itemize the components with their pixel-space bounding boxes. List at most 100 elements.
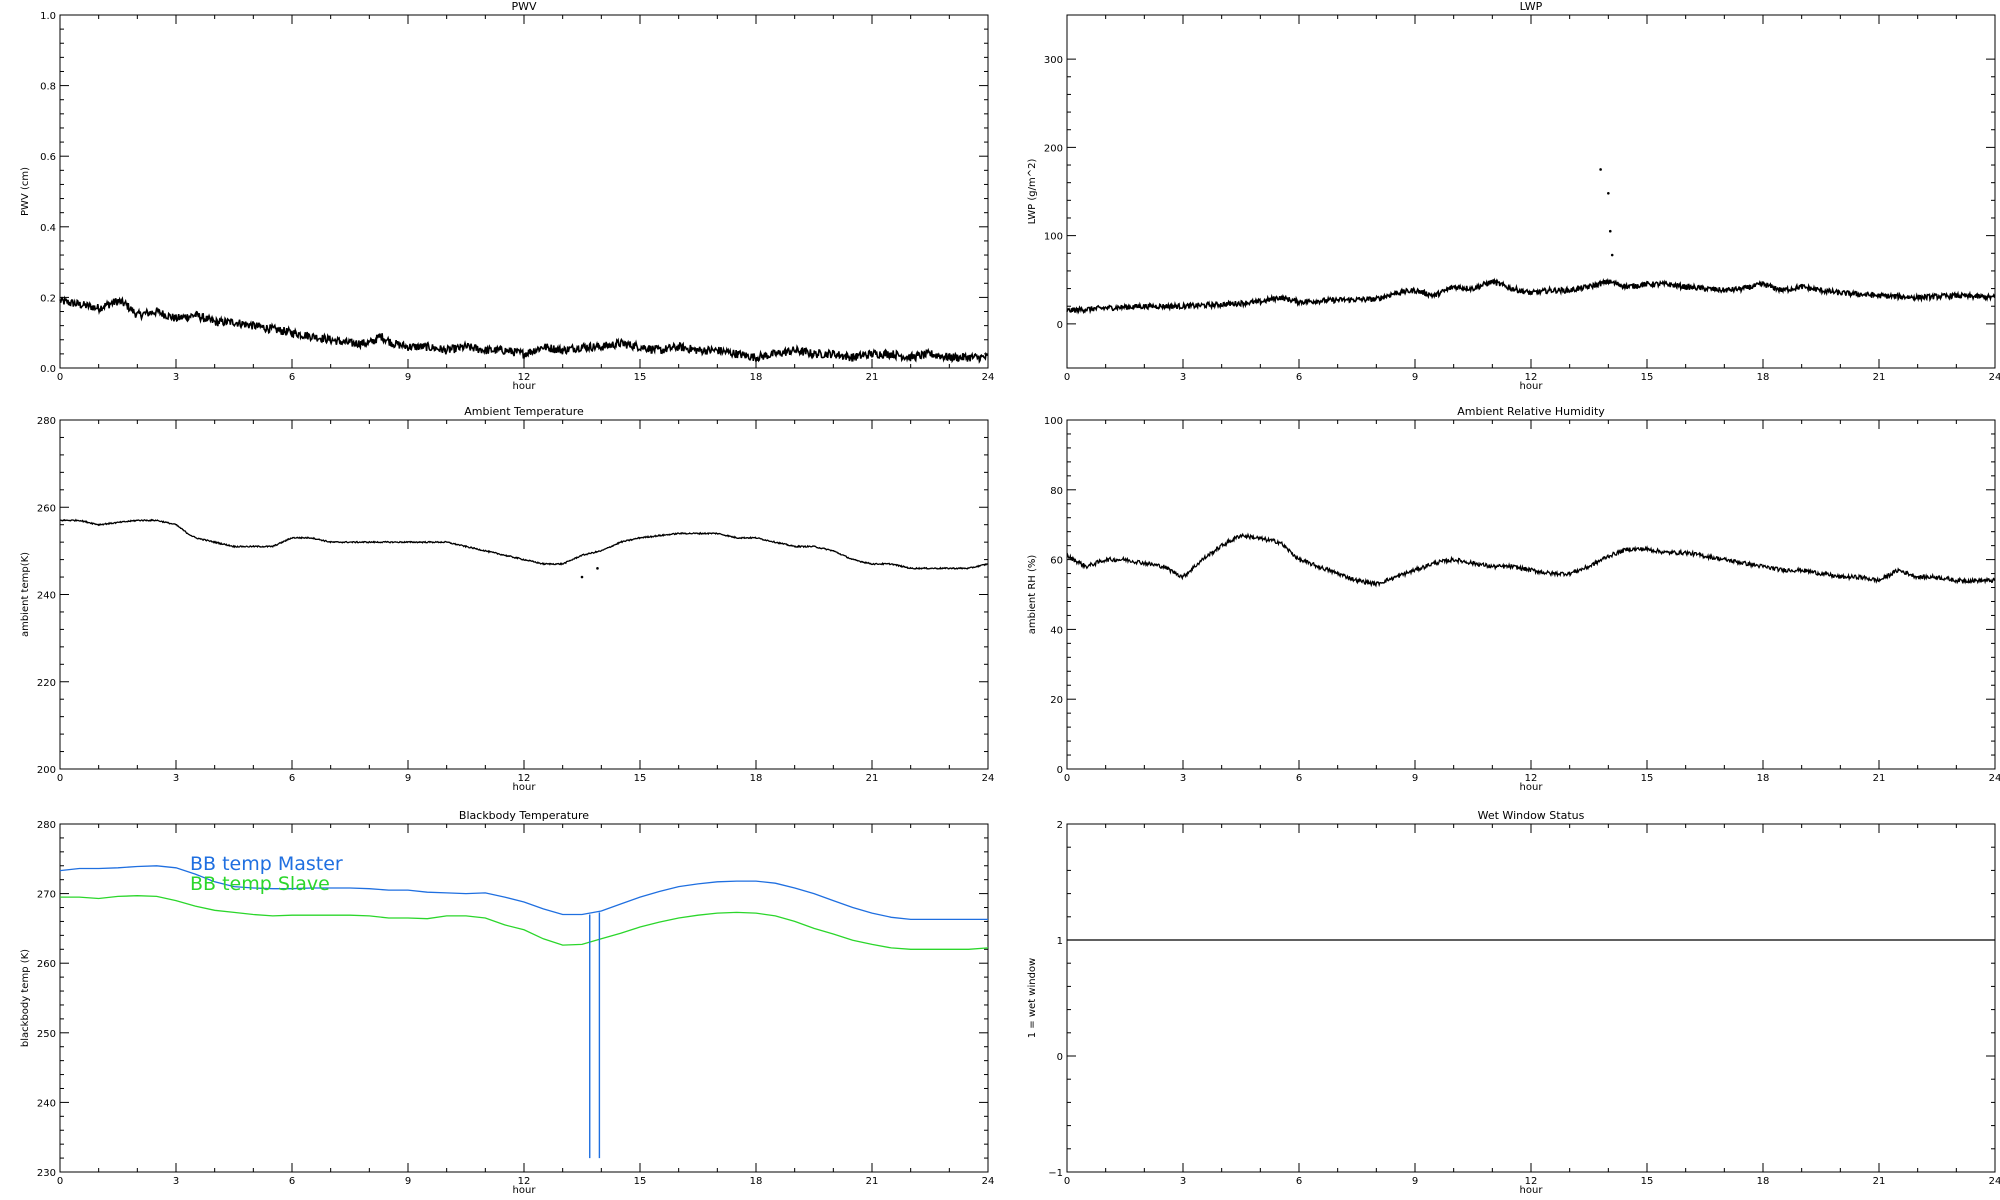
y-tick-label: 60: [1050, 556, 1063, 567]
x-tick-label: 12: [518, 773, 531, 784]
y-tick-label: 270: [37, 890, 56, 901]
x-tick-label: 15: [1641, 372, 1654, 383]
y-tick-label: 1: [1057, 936, 1063, 947]
outlier-point: [580, 575, 584, 579]
y-tick-label: 0.0: [40, 364, 56, 375]
y-tick-label: −1: [1048, 1168, 1063, 1179]
outlier-point: [1608, 229, 1612, 233]
y-tick-label: 20: [1050, 695, 1063, 706]
x-tick-label: 21: [866, 1176, 879, 1187]
x-tick-label: 0: [57, 1176, 63, 1187]
x-tick-label: 21: [1873, 773, 1886, 784]
y-axis-label: ambient RH (%): [1027, 555, 1038, 635]
chart-panel-2: LWP 0 3 6 9 12 15 18 21 24 hour 0 100 200 300 LWP (g/m^…: [1027, 0, 2000, 392]
y-tick-label: 240: [37, 591, 56, 602]
x-tick-label: 18: [1757, 1176, 1770, 1187]
x-tick-label: 0: [1064, 773, 1070, 784]
y-tick-label: 300: [1044, 55, 1063, 66]
x-axis-label: hour: [1520, 381, 1544, 392]
x-tick-label: 15: [1641, 1176, 1654, 1187]
x-tick-label: 9: [405, 1176, 411, 1187]
x-tick-label: 3: [173, 372, 179, 383]
x-tick-label: 15: [634, 372, 647, 383]
chart-panel-1: PWV 0 3 6 9 12 15 18 21 24 hour 0.0 0.2 0.4 0.6 0.8 1.0 P…: [20, 0, 994, 392]
y-tick-label: 260: [37, 959, 56, 970]
y-axis-label: PWV (cm): [20, 167, 31, 216]
series-line-1: [1066, 277, 1996, 315]
x-axis-label: hour: [1520, 782, 1544, 793]
x-tick-label: 3: [173, 1176, 179, 1187]
x-tick-label: 24: [1989, 372, 2000, 383]
legend-entry: BB temp Slave: [190, 873, 330, 895]
y-tick-label: 260: [37, 503, 56, 514]
x-tick-label: 18: [1757, 372, 1770, 383]
x-tick-label: 18: [750, 773, 763, 784]
y-axis-label: ambient temp(K): [20, 552, 31, 637]
x-axis-label: hour: [513, 1185, 537, 1196]
series-line-bb-temp-master: [59, 865, 988, 921]
x-tick-label: 24: [982, 1176, 995, 1187]
x-tick-label: 24: [1989, 773, 2000, 784]
x-tick-label: 21: [866, 773, 879, 784]
x-axis-label: hour: [513, 782, 537, 793]
series-line-1: [1066, 532, 1996, 588]
x-tick-label: 0: [57, 773, 63, 784]
plot-frame: [1066, 14, 1996, 369]
chart-title: Wet Window Status: [1478, 809, 1585, 822]
y-tick-label: 1.0: [40, 11, 56, 22]
y-tick-label: 40: [1050, 625, 1063, 636]
outlier-point: [1607, 191, 1610, 195]
y-tick-label: 250: [37, 1029, 56, 1040]
plot-frame: [59, 419, 989, 770]
y-tick-label: 80: [1050, 486, 1063, 497]
chart-panel-4: Ambient Relative Humidity 0 3 6 9 12 15 18 21 24 h…: [1027, 405, 2000, 793]
x-tick-label: 9: [1412, 372, 1418, 383]
outlier-point: [1599, 168, 1602, 171]
x-tick-label: 12: [518, 1176, 531, 1187]
x-tick-label: 0: [1064, 1176, 1070, 1187]
x-tick-label: 12: [1525, 1176, 1538, 1187]
outlier-point: [1610, 253, 1614, 257]
x-tick-label: 0: [57, 372, 63, 383]
x-tick-label: 12: [1525, 372, 1538, 383]
y-tick-label: 0.6: [40, 152, 56, 163]
x-tick-label: 9: [1412, 773, 1418, 784]
x-tick-label: 21: [1873, 1176, 1886, 1187]
chart-title: Ambient Temperature: [464, 405, 584, 418]
y-axis-label: LWP (g/m^2): [1027, 159, 1038, 225]
plot-frame: [1066, 823, 1996, 1173]
x-tick-label: 18: [1757, 773, 1770, 784]
y-tick-label: 0.8: [40, 82, 56, 93]
x-tick-label: 6: [289, 372, 295, 383]
x-tick-label: 6: [1296, 372, 1302, 383]
y-tick-label: 230: [37, 1168, 56, 1179]
x-tick-label: 15: [634, 773, 647, 784]
x-tick-label: 21: [866, 372, 879, 383]
x-tick-label: 15: [1641, 773, 1654, 784]
y-tick-label: 0: [1057, 1052, 1063, 1063]
x-tick-label: 12: [1525, 773, 1538, 784]
y-tick-label: 0: [1057, 320, 1063, 331]
x-tick-label: 3: [1180, 1176, 1186, 1187]
x-tick-label: 18: [750, 372, 763, 383]
x-tick-label: 6: [289, 1176, 295, 1187]
x-tick-label: 9: [405, 372, 411, 383]
y-tick-label: 240: [37, 1098, 56, 1109]
chart-title: LWP: [1520, 0, 1543, 13]
series-line-1: [59, 295, 988, 364]
x-axis-label: hour: [513, 381, 537, 392]
x-tick-label: 3: [1180, 773, 1186, 784]
chart-panel-5: Blackbody Temperature 0 3 6 9 12 15 18 21 24 hour 2…: [20, 809, 994, 1196]
y-tick-label: 0: [1057, 765, 1063, 776]
y-axis-label: 1 = wet window: [1027, 958, 1038, 1038]
y-tick-label: 220: [37, 678, 56, 689]
y-tick-label: 280: [37, 820, 56, 831]
chart-title: PWV: [511, 0, 537, 13]
chart-panel-3: Ambient Temperature 0 3 6 9 12 15 18 21 24 hour 200…: [20, 405, 994, 793]
y-tick-label: 0.2: [40, 293, 56, 304]
series-line-1: [59, 518, 989, 570]
y-tick-label: 2: [1057, 820, 1063, 831]
x-tick-label: 6: [289, 773, 295, 784]
